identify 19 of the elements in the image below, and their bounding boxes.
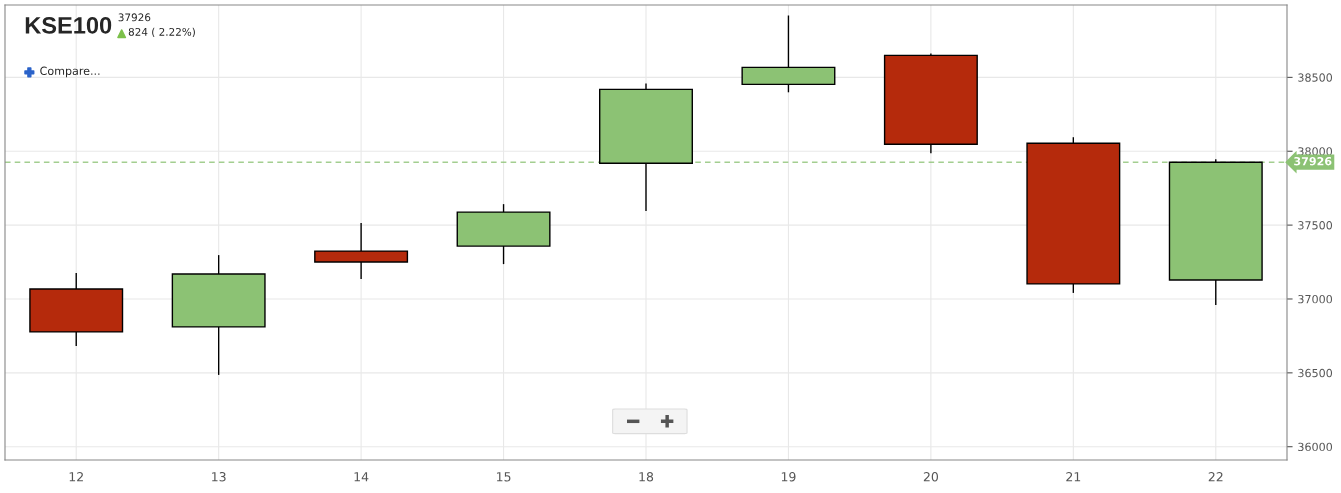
y-tick-label: 38500 bbox=[1298, 73, 1333, 82]
text: 37926 bbox=[118, 13, 151, 22]
y-tick-label: 37500 bbox=[1298, 221, 1333, 230]
ref-line-label: 37926 bbox=[1294, 157, 1332, 166]
y-tick-label: 37000 bbox=[1298, 294, 1333, 304]
x-tick-label: 18 bbox=[639, 472, 654, 482]
x-tick-label: 14 bbox=[354, 472, 369, 482]
x-tick-label: 19 bbox=[781, 472, 796, 482]
y-tick-label: 36500 bbox=[1298, 368, 1333, 378]
x-tick-label: 12 bbox=[69, 472, 83, 482]
annotation: Compare... bbox=[40, 66, 100, 78]
chart-title: KSE100 bbox=[25, 17, 112, 34]
x-tick-label: 21 bbox=[1066, 472, 1081, 482]
x-tick-label: 15 bbox=[496, 472, 511, 482]
y-tick-label: 36000 bbox=[1298, 442, 1333, 452]
x-tick-label: 22 bbox=[1208, 472, 1223, 482]
annotation: 824 ( 2.22%) bbox=[128, 27, 195, 38]
x-tick-label: 20 bbox=[923, 472, 939, 482]
x-tick-label: 13 bbox=[212, 472, 226, 482]
